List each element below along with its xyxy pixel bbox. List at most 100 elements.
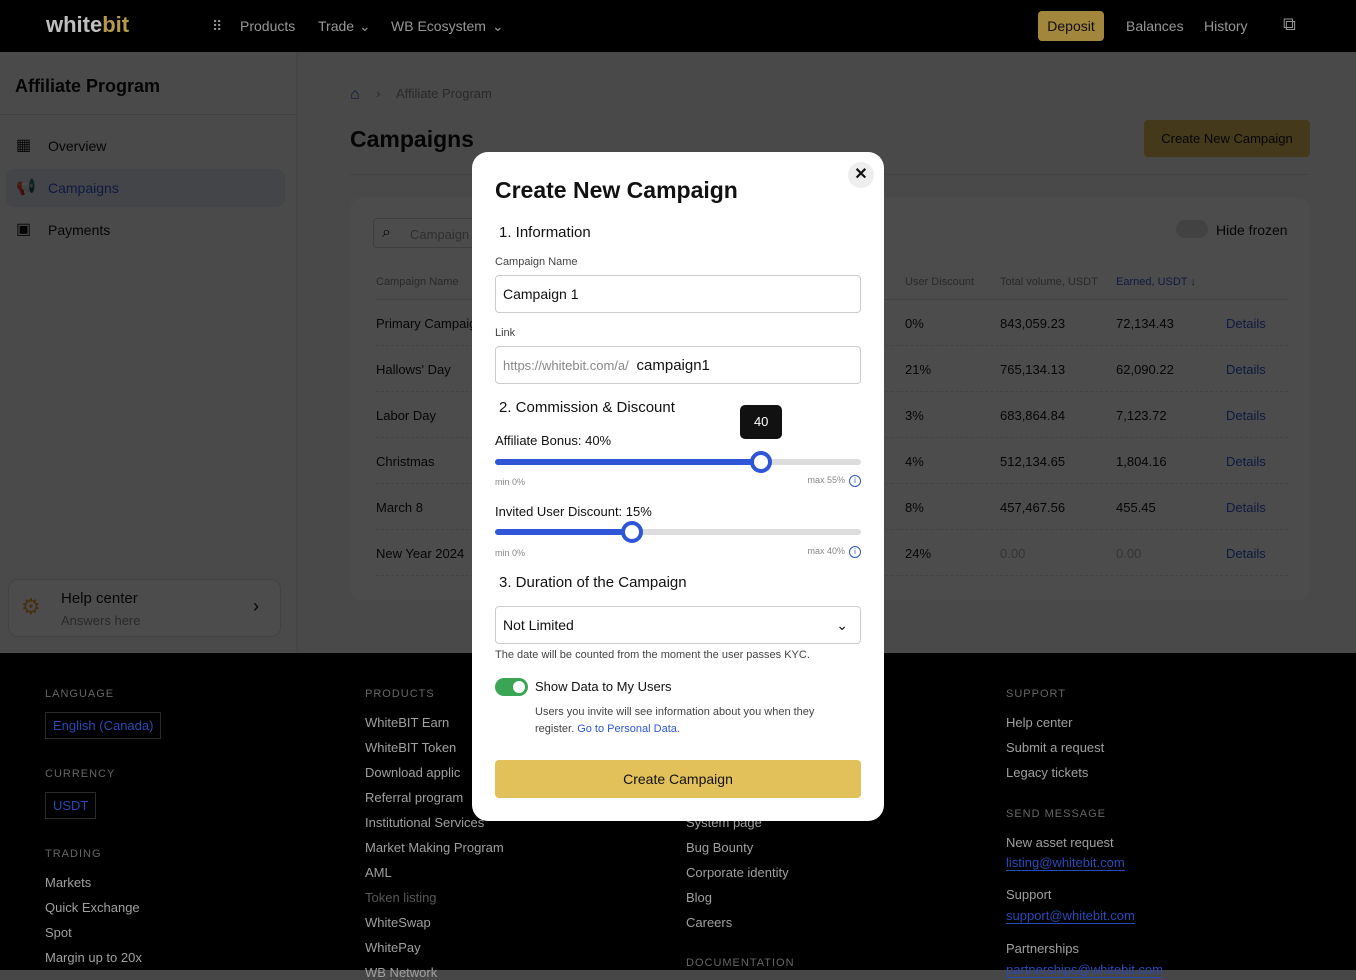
footer-link[interactable]: WhiteBIT Token xyxy=(365,740,457,755)
info-icon[interactable]: i xyxy=(849,475,861,487)
create-campaign-modal: ✕ Create New Campaign 1. Information Cam… xyxy=(472,152,884,821)
info-icon[interactable]: i xyxy=(849,546,861,558)
create-campaign-submit-button[interactable]: Create Campaign xyxy=(495,760,861,798)
footer-heading: SUPPORT xyxy=(1006,688,1066,700)
earned: 0.00 xyxy=(1116,546,1142,561)
footer-link[interactable]: WhiteSwap xyxy=(365,915,431,930)
discount-label: Invited User Discount: 15% xyxy=(495,504,652,519)
grid-icon[interactable]: ⠿ xyxy=(212,18,223,34)
personal-data-link[interactable]: Go to Personal Data. xyxy=(577,723,680,735)
footer-link[interactable]: Token listing xyxy=(365,890,437,905)
slider-min: min 0% xyxy=(495,548,526,558)
footer-link[interactable]: Spot xyxy=(45,925,72,940)
search-input[interactable]: ⌕ Campaign xyxy=(373,218,513,248)
details-link[interactable]: Details xyxy=(1226,316,1266,331)
whitebit-logo[interactable]: whitebit xyxy=(46,12,129,38)
partnerships-email-link[interactable]: partnerships@whitebit.com xyxy=(1006,962,1163,978)
deposit-button[interactable]: Deposit xyxy=(1038,11,1104,41)
footer-link[interactable]: Referral program xyxy=(365,790,464,805)
footer-link[interactable]: Institutional Services xyxy=(365,815,485,830)
duration-select[interactable]: Not Limited ⌄ xyxy=(495,606,861,644)
total-volume: 457,467.56 xyxy=(1000,500,1066,515)
footer-link[interactable]: AML xyxy=(365,865,392,880)
footer-link[interactable]: WhitePay xyxy=(365,940,421,955)
hide-frozen-toggle[interactable] xyxy=(1176,220,1208,238)
footer-link[interactable]: Download applic xyxy=(365,765,461,780)
campaign-name: New Year 2024 xyxy=(376,546,465,561)
create-campaign-button[interactable]: Create New Campaign xyxy=(1144,120,1310,157)
sidebar-item-label: Overview xyxy=(48,138,107,154)
user-discount-slider[interactable] xyxy=(495,521,861,543)
total-volume: 0.00 xyxy=(1000,546,1026,561)
link-input[interactable]: https://whitebit.com/a/ campaign1 xyxy=(495,346,861,384)
campaign-name-input[interactable]: Campaign 1 xyxy=(495,275,861,313)
footer-link[interactable]: Legacy tickets xyxy=(1006,765,1089,780)
nav-wb-ecosystem[interactable]: WB Ecosystem xyxy=(391,18,486,34)
affiliate-bonus-slider[interactable] xyxy=(495,451,861,473)
footer-link[interactable]: Blog xyxy=(686,890,713,905)
slider-handle[interactable] xyxy=(621,521,644,543)
footer-label: New asset request xyxy=(1006,835,1114,850)
sidebar-item-payments[interactable]: ▣ Payments xyxy=(6,211,285,249)
user-discount: 24% xyxy=(905,546,932,561)
grid-icon: ▦ xyxy=(16,137,32,154)
toggle-label: Show Data to My Users xyxy=(535,679,672,694)
home-icon[interactable]: ⌂ xyxy=(350,86,360,103)
chat-icon[interactable]: ⧉ xyxy=(1283,14,1296,34)
logo-text: white xyxy=(46,12,103,37)
total-volume: 765,134.13 xyxy=(1000,362,1066,377)
support-email-link[interactable]: support@whitebit.com xyxy=(1006,908,1135,924)
listing-email-link[interactable]: listing@whitebit.com xyxy=(1006,855,1125,871)
footer-label: Support xyxy=(1006,887,1052,902)
footer-link[interactable]: WhiteBIT Earn xyxy=(365,715,450,730)
details-link[interactable]: Details xyxy=(1226,546,1266,561)
footer-link[interactable]: Corporate identity xyxy=(686,865,789,880)
col-campaign-name[interactable]: Campaign Name xyxy=(376,276,459,288)
footer-link[interactable]: Careers xyxy=(686,915,733,930)
footer-link[interactable]: Help center xyxy=(1006,715,1073,730)
footer-link[interactable]: Quick Exchange xyxy=(45,900,140,915)
sidebar-item-label: Campaigns xyxy=(48,180,119,196)
help-title: Help center xyxy=(61,590,138,607)
sidebar-item-campaigns[interactable]: 📢 Campaigns xyxy=(6,169,285,207)
footer-link[interactable]: WB Network xyxy=(365,965,438,980)
footer-heading: PRODUCTS xyxy=(365,688,435,700)
earned: 455.45 xyxy=(1116,500,1156,515)
footer-link[interactable]: Bug Bounty xyxy=(686,840,754,855)
section-heading: 1. Information xyxy=(499,224,591,241)
nav-trade[interactable]: Trade xyxy=(318,18,355,34)
help-subtitle: Answers here xyxy=(61,613,141,628)
nav-balances[interactable]: Balances xyxy=(1126,18,1184,34)
footer-link[interactable]: Markets xyxy=(45,875,92,890)
campaign-name: Labor Day xyxy=(376,408,436,423)
page-title: Campaigns xyxy=(350,126,474,152)
details-link[interactable]: Details xyxy=(1226,362,1266,377)
details-link[interactable]: Details xyxy=(1226,454,1266,469)
user-discount: 21% xyxy=(905,362,932,377)
details-link[interactable]: Details xyxy=(1226,500,1266,515)
col-total-volume[interactable]: Total volume, USDT xyxy=(1000,276,1098,288)
currency-select[interactable]: USDT xyxy=(45,792,97,819)
footer-link[interactable]: Submit a request xyxy=(1006,740,1105,755)
help-center-card[interactable]: ⚙ Help center Answers here › xyxy=(8,579,281,637)
language-select[interactable]: English (Canada) xyxy=(45,712,162,739)
slider-handle[interactable] xyxy=(750,451,773,473)
breadcrumb[interactable]: Affiliate Program xyxy=(396,86,492,101)
earned: 1,804.16 xyxy=(1116,454,1167,469)
sidebar-item-overview[interactable]: ▦ Overview xyxy=(6,127,285,165)
user-discount: 3% xyxy=(905,408,924,423)
sidebar-item-label: Payments xyxy=(48,222,111,238)
details-link[interactable]: Details xyxy=(1226,408,1266,423)
cash-icon: ▣ xyxy=(16,221,32,238)
sidebar: Affiliate Program ▦ Overview 📢 Campaigns ▣… xyxy=(0,52,297,653)
footer-link[interactable]: Margin up to 20x xyxy=(45,950,142,965)
col-earned[interactable]: Earned, USDT ↓ xyxy=(1116,276,1196,288)
close-icon[interactable]: ✕ xyxy=(848,162,874,188)
col-user-discount[interactable]: User Discount xyxy=(905,276,975,288)
nav-products[interactable]: Products xyxy=(240,18,296,34)
gear-icon: ⚙ xyxy=(21,594,41,619)
show-data-toggle[interactable] xyxy=(495,678,528,696)
footer-link[interactable]: Market Making Program xyxy=(365,840,504,855)
footer-heading: SEND MESSAGE xyxy=(1006,808,1107,820)
nav-history[interactable]: History xyxy=(1204,18,1248,34)
